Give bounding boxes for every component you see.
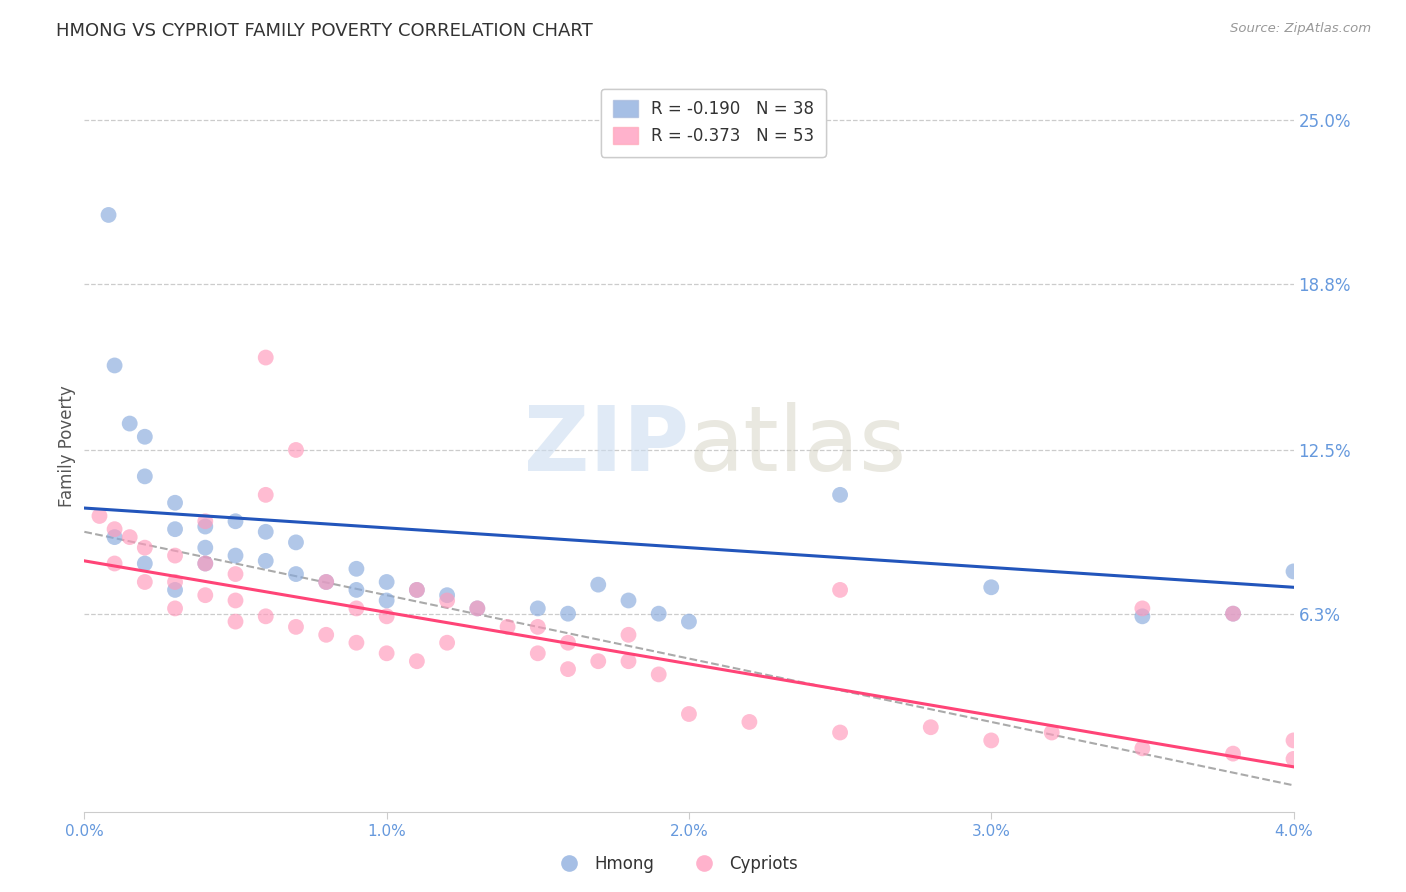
Point bbox=[225, 567, 247, 582]
Point bbox=[285, 567, 308, 582]
Legend: Hmong, Cypriots: Hmong, Cypriots bbox=[546, 848, 804, 880]
Point bbox=[588, 654, 610, 668]
Point bbox=[557, 636, 579, 650]
Point bbox=[830, 582, 852, 597]
Point bbox=[678, 615, 700, 629]
Point bbox=[648, 607, 671, 621]
Point bbox=[194, 588, 217, 602]
Point bbox=[194, 557, 217, 571]
Point bbox=[165, 582, 187, 597]
Point bbox=[254, 524, 277, 539]
Point bbox=[104, 557, 127, 571]
Point bbox=[254, 554, 277, 568]
Point bbox=[104, 522, 127, 536]
Point bbox=[315, 574, 337, 589]
Point bbox=[254, 609, 277, 624]
Point bbox=[617, 628, 640, 642]
Point bbox=[406, 654, 429, 668]
Point bbox=[134, 541, 156, 555]
Point bbox=[980, 580, 1002, 594]
Point bbox=[588, 577, 610, 591]
Point bbox=[467, 601, 489, 615]
Point bbox=[104, 530, 127, 544]
Point bbox=[1282, 733, 1305, 747]
Point bbox=[406, 582, 429, 597]
Point bbox=[830, 725, 852, 739]
Point bbox=[315, 628, 337, 642]
Point bbox=[557, 607, 579, 621]
Point bbox=[254, 351, 277, 365]
Point bbox=[617, 654, 640, 668]
Point bbox=[375, 646, 398, 660]
Point bbox=[225, 549, 247, 563]
Point bbox=[980, 733, 1002, 747]
Point bbox=[346, 636, 368, 650]
Point bbox=[1222, 607, 1244, 621]
Point bbox=[375, 593, 398, 607]
Point bbox=[254, 488, 277, 502]
Point bbox=[467, 601, 489, 615]
Point bbox=[134, 574, 156, 589]
Point bbox=[1282, 752, 1305, 766]
Point bbox=[738, 714, 761, 729]
Point bbox=[285, 620, 308, 634]
Point bbox=[436, 593, 458, 607]
Y-axis label: Family Poverty: Family Poverty bbox=[58, 385, 76, 507]
Point bbox=[134, 469, 156, 483]
Point bbox=[165, 601, 187, 615]
Point bbox=[527, 601, 550, 615]
Point bbox=[1132, 741, 1154, 756]
Point bbox=[194, 541, 217, 555]
Point bbox=[1132, 601, 1154, 615]
Point bbox=[617, 593, 640, 607]
Point bbox=[527, 646, 550, 660]
Point bbox=[285, 442, 308, 457]
Point bbox=[375, 609, 398, 624]
Point bbox=[118, 417, 141, 431]
Point bbox=[648, 667, 671, 681]
Point bbox=[225, 514, 247, 528]
Point bbox=[678, 706, 700, 721]
Point bbox=[165, 574, 187, 589]
Point bbox=[1040, 725, 1063, 739]
Point bbox=[165, 549, 187, 563]
Point bbox=[1222, 747, 1244, 761]
Text: ZIP: ZIP bbox=[524, 402, 689, 490]
Point bbox=[285, 535, 308, 549]
Point bbox=[194, 557, 217, 571]
Point bbox=[165, 522, 187, 536]
Point bbox=[165, 496, 187, 510]
Point bbox=[346, 562, 368, 576]
Point bbox=[375, 574, 398, 589]
Point bbox=[346, 582, 368, 597]
Point bbox=[830, 488, 852, 502]
Text: Source: ZipAtlas.com: Source: ZipAtlas.com bbox=[1230, 22, 1371, 36]
Point bbox=[436, 588, 458, 602]
Point bbox=[194, 519, 217, 533]
Legend: R = -0.190   N = 38, R = -0.373   N = 53: R = -0.190 N = 38, R = -0.373 N = 53 bbox=[600, 88, 825, 157]
Text: atlas: atlas bbox=[689, 402, 907, 490]
Point bbox=[118, 530, 141, 544]
Point bbox=[225, 615, 247, 629]
Point bbox=[346, 601, 368, 615]
Text: HMONG VS CYPRIOT FAMILY POVERTY CORRELATION CHART: HMONG VS CYPRIOT FAMILY POVERTY CORRELAT… bbox=[56, 22, 593, 40]
Point bbox=[920, 720, 942, 734]
Point bbox=[89, 508, 111, 523]
Point bbox=[436, 636, 458, 650]
Point bbox=[194, 514, 217, 528]
Point bbox=[1282, 565, 1305, 579]
Point bbox=[557, 662, 579, 676]
Point bbox=[97, 208, 120, 222]
Point bbox=[496, 620, 519, 634]
Point bbox=[1222, 607, 1244, 621]
Point bbox=[225, 593, 247, 607]
Point bbox=[104, 359, 127, 373]
Point bbox=[134, 430, 156, 444]
Point bbox=[134, 557, 156, 571]
Point bbox=[527, 620, 550, 634]
Point bbox=[406, 582, 429, 597]
Point bbox=[315, 574, 337, 589]
Point bbox=[1132, 609, 1154, 624]
